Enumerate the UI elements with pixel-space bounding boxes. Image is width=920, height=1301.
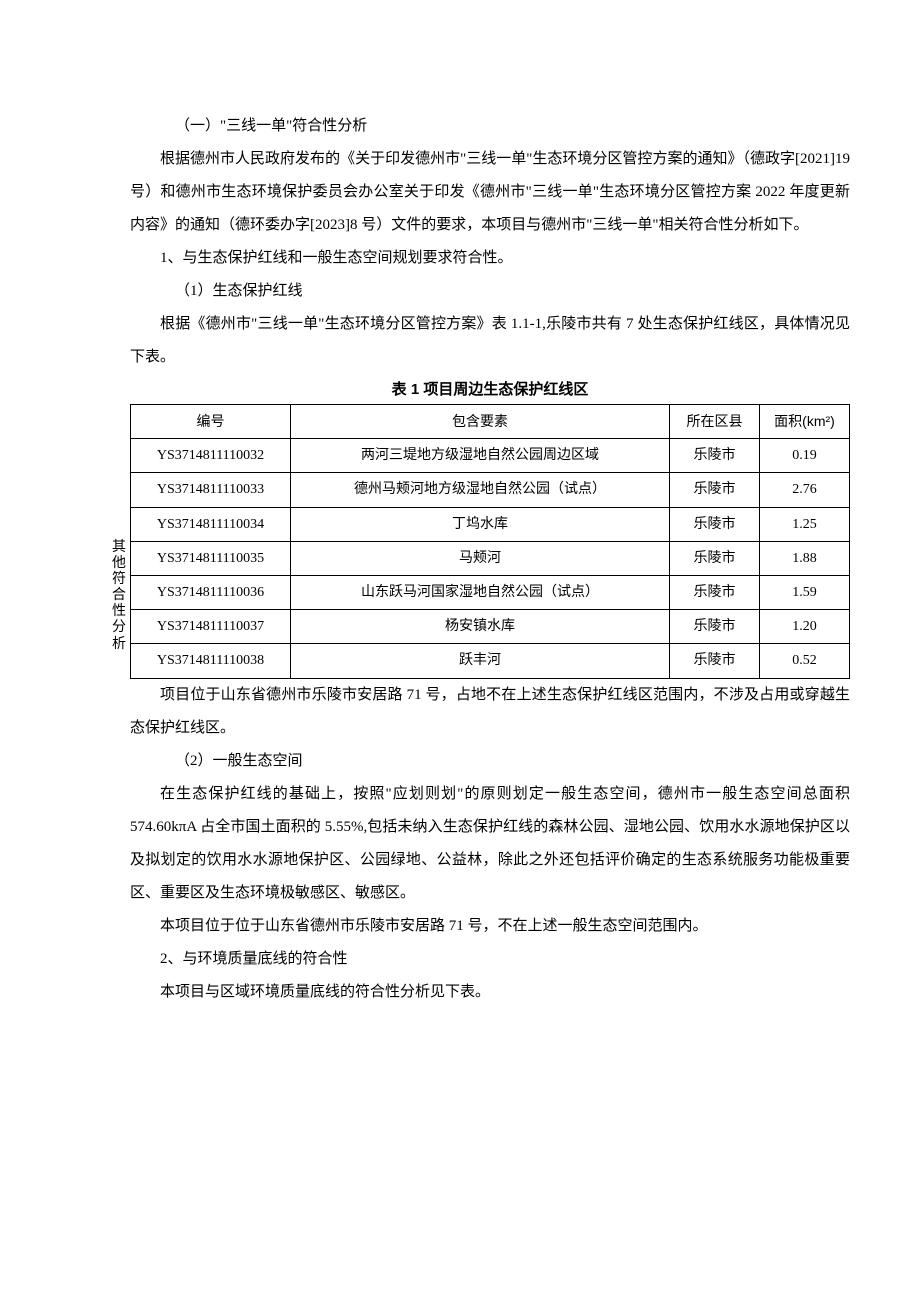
table-row: YS3714811110035 马颊河 乐陵市 1.88 (131, 541, 850, 575)
cell-district: 乐陵市 (670, 507, 760, 541)
cell-element: 杨安镇水库 (291, 610, 670, 644)
table-row: YS3714811110032 两河三堤地方级湿地自然公园周边区域 乐陵市 0.… (131, 439, 850, 473)
cell-district: 乐陵市 (670, 610, 760, 644)
paragraph-redline: 根据《德州市"三线一单"生态环境分区管控方案》表 1.1-1,乐陵市共有 7 处… (130, 308, 850, 374)
cell-district: 乐陵市 (670, 439, 760, 473)
document-page: 其他符合性分析 （一）"三线一单"符合性分析 根据德州市人民政府发布的《关于印发… (110, 110, 850, 1009)
cell-element: 丁坞水库 (291, 507, 670, 541)
cell-area: 2.76 (760, 473, 850, 507)
cell-area: 1.59 (760, 575, 850, 609)
cell-element: 两河三堤地方级湿地自然公园周边区域 (291, 439, 670, 473)
cell-id: YS3714811110034 (131, 507, 291, 541)
col-header-area: 面积(km²) (760, 405, 850, 439)
cell-area: 1.88 (760, 541, 850, 575)
heading-section-1: （一）"三线一单"符合性分析 (130, 110, 850, 143)
redline-table: 编号 包含要素 所在区县 面积(km²) YS3714811110032 两河三… (130, 404, 850, 679)
cell-district: 乐陵市 (670, 541, 760, 575)
cell-area: 1.25 (760, 507, 850, 541)
table-row: YS3714811110038 跃丰河 乐陵市 0.52 (131, 644, 850, 678)
paragraph-location-ecospace: 本项目位于位于山东省德州市乐陵市安居路 71 号，不在上述一般生态空间范围内。 (130, 910, 850, 943)
cell-id: YS3714811110035 (131, 541, 291, 575)
subpoint-1-1: （1）生态保护红线 (130, 275, 850, 308)
paragraph-intro: 根据德州市人民政府发布的《关于印发德州市"三线一单"生态环境分区管控方案的通知》… (130, 143, 850, 242)
cell-element: 德州马颊河地方级湿地自然公园（试点） (291, 473, 670, 507)
col-header-id: 编号 (131, 405, 291, 439)
table-row: YS3714811110034 丁坞水库 乐陵市 1.25 (131, 507, 850, 541)
table-body: YS3714811110032 两河三堤地方级湿地自然公园周边区域 乐陵市 0.… (131, 439, 850, 678)
cell-id: YS3714811110038 (131, 644, 291, 678)
cell-district: 乐陵市 (670, 473, 760, 507)
point-2: 2、与环境质量底线的符合性 (130, 943, 850, 976)
cell-area: 0.19 (760, 439, 850, 473)
cell-id: YS3714811110036 (131, 575, 291, 609)
cell-area: 1.20 (760, 610, 850, 644)
cell-area: 0.52 (760, 644, 850, 678)
cell-id: YS3714811110033 (131, 473, 291, 507)
col-header-element: 包含要素 (291, 405, 670, 439)
cell-id: YS3714811110037 (131, 610, 291, 644)
cell-district: 乐陵市 (670, 644, 760, 678)
point-1: 1、与生态保护红线和一般生态空间规划要求符合性。 (130, 242, 850, 275)
subpoint-1-2: （2）一般生态空间 (130, 745, 850, 778)
paragraph-ecospace: 在生态保护红线的基础上，按照"应划则划"的原则划定一般生态空间，德州市一般生态空… (130, 778, 850, 910)
cell-element: 马颊河 (291, 541, 670, 575)
cell-element: 山东跃马河国家湿地自然公园（试点） (291, 575, 670, 609)
table-row: YS3714811110037 杨安镇水库 乐陵市 1.20 (131, 610, 850, 644)
paragraph-quality-baseline: 本项目与区域环境质量底线的符合性分析见下表。 (130, 976, 850, 1009)
cell-district: 乐陵市 (670, 575, 760, 609)
table-row: YS3714811110036 山东跃马河国家湿地自然公园（试点） 乐陵市 1.… (131, 575, 850, 609)
table-title: 表 1 项目周边生态保护红线区 (130, 378, 850, 402)
paragraph-location-redline: 项目位于山东省德州市乐陵市安居路 71 号，占地不在上述生态保护红线区范围内，不… (130, 679, 850, 745)
table-row: YS3714811110033 德州马颊河地方级湿地自然公园（试点） 乐陵市 2… (131, 473, 850, 507)
col-header-district: 所在区县 (670, 405, 760, 439)
cell-id: YS3714811110032 (131, 439, 291, 473)
content-column: （一）"三线一单"符合性分析 根据德州市人民政府发布的《关于印发德州市"三线一单… (130, 110, 850, 1009)
table-header-row: 编号 包含要素 所在区县 面积(km²) (131, 405, 850, 439)
section-side-label: 其他符合性分析 (110, 540, 128, 653)
cell-element: 跃丰河 (291, 644, 670, 678)
